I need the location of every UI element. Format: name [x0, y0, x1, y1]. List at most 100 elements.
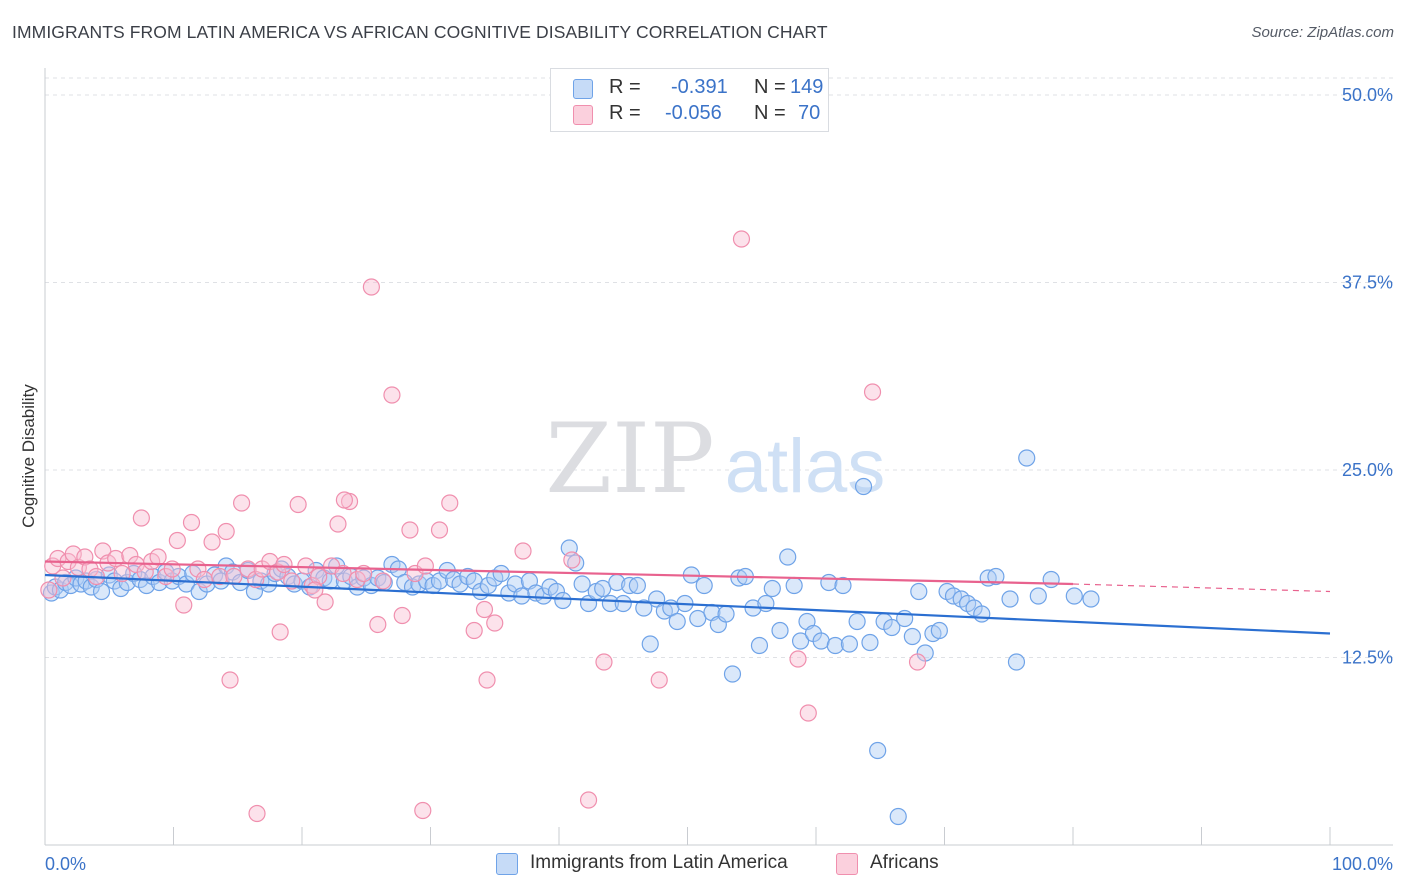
watermark-zip: ZIP [545, 403, 714, 515]
data-point [987, 567, 1005, 586]
tick-label-layer: 12.5% 25.0% 37.5% 50.0% 0.0% 100.0% [45, 85, 1393, 874]
data-point [732, 230, 751, 248]
y-tick-label: 25.0% [1342, 460, 1393, 480]
data-point [785, 576, 803, 595]
data-point [723, 665, 742, 683]
data-point [717, 605, 735, 623]
data-point [175, 596, 193, 614]
r-label: R = [609, 102, 641, 124]
data-point [168, 531, 186, 550]
data-point [465, 621, 483, 640]
data-point [635, 599, 653, 617]
data-point [668, 612, 686, 631]
data-point [628, 576, 646, 595]
data-point [1065, 587, 1083, 605]
data-point [248, 804, 266, 823]
data-point [316, 593, 334, 611]
data-point [791, 632, 810, 650]
legend-item-latin-america[interactable]: Immigrants from Latin America [496, 852, 816, 876]
source-label: Source: ZipAtlas.com [1251, 24, 1394, 41]
data-point [374, 572, 392, 590]
y-tick-label: 50.0% [1342, 85, 1393, 105]
data-point [150, 573, 168, 592]
n-label: N = [754, 76, 786, 98]
data-point [883, 618, 901, 637]
data-point [889, 807, 907, 826]
data-point [401, 521, 419, 539]
data-point [306, 581, 324, 599]
trend-layer [44, 560, 1331, 635]
chart-title: IMMIGRANTS FROM LATIN AMERICA VS AFRICAN… [12, 22, 828, 42]
data-point [211, 567, 229, 586]
data-point [289, 495, 307, 514]
data-point [149, 548, 167, 566]
data-point [840, 635, 859, 653]
data-point [393, 606, 411, 625]
data-point [908, 653, 927, 671]
data-point [573, 575, 591, 593]
data-point [903, 627, 921, 646]
r-value: -0.391 [671, 76, 728, 98]
data-point [112, 579, 130, 598]
legend-swatch-blue [496, 853, 518, 875]
data-point [271, 623, 289, 641]
stats-legend: R = -0.391 N = 149 R = -0.056 N = 70 [550, 68, 829, 132]
data-point [416, 557, 434, 575]
n-value: 70 [798, 102, 821, 124]
y-tick-label: 37.5% [1342, 273, 1393, 293]
data-point [221, 671, 239, 689]
data-point [441, 494, 459, 512]
trend-line-extension [1072, 583, 1331, 593]
data-point [177, 575, 195, 593]
data-point [730, 569, 748, 587]
data-point [362, 278, 380, 296]
data-point [275, 555, 293, 574]
data-point [820, 573, 838, 592]
data-point [54, 569, 72, 587]
data-point [779, 548, 797, 566]
data-point [195, 570, 213, 589]
data-point [137, 576, 156, 595]
axis-layer [44, 68, 1393, 846]
data-point [335, 491, 354, 509]
data-point [812, 632, 830, 650]
data-point [92, 582, 111, 601]
data-point [233, 494, 251, 512]
data-point [861, 633, 879, 652]
data-point [695, 576, 713, 595]
data-point [1029, 587, 1047, 605]
watermark-atlas: atlas [725, 424, 886, 509]
x-tick-label: 0.0% [45, 854, 86, 874]
data-point [475, 600, 494, 619]
data-point [863, 383, 882, 401]
data-point [595, 653, 613, 671]
data-point [750, 636, 769, 655]
data-point [930, 621, 948, 640]
data-point [514, 542, 532, 560]
data-point [225, 567, 243, 586]
legend-swatch-blue [573, 79, 593, 99]
data-point [303, 576, 321, 595]
legend-label: Immigrants from Latin America [530, 852, 788, 873]
legend-swatch-pink [836, 853, 858, 875]
data-point [348, 570, 366, 589]
data-point [848, 612, 866, 631]
data-point [614, 594, 632, 613]
data-point [40, 581, 58, 599]
series-africans [40, 230, 927, 823]
data-point [547, 582, 566, 601]
legend-label: Africans [870, 852, 939, 873]
data-point [1018, 449, 1036, 467]
data-point [834, 576, 852, 595]
y-tick-label: 12.5% [1342, 648, 1393, 668]
data-point [478, 671, 496, 689]
n-label: N = [754, 102, 786, 124]
data-point [414, 801, 432, 820]
data-point [973, 605, 991, 623]
data-point [650, 671, 668, 689]
data-point [1001, 590, 1019, 608]
data-point [854, 477, 873, 496]
data-point [826, 636, 844, 655]
legend-item-africans[interactable]: Africans [836, 852, 956, 876]
data-point [554, 591, 572, 610]
